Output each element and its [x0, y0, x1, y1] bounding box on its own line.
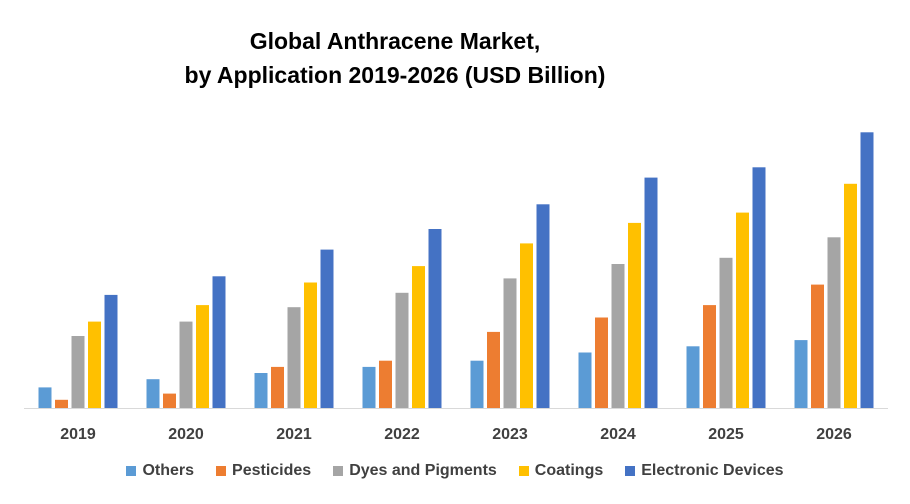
bar-electronic-devices-2026: [860, 132, 874, 409]
x-tick-label-2020: 2020: [168, 426, 204, 443]
x-tick-label-2025: 2025: [708, 426, 744, 443]
bar-electronic-devices-2021: [320, 249, 334, 408]
legend: Others Pesticides Dyes and Pigments Coating…: [0, 462, 910, 480]
bar-dyes-and-pigments-2019: [71, 336, 85, 408]
bar-others-2024: [578, 352, 592, 408]
bar-pesticides-2026: [811, 284, 824, 408]
bar-others-2019: [38, 387, 52, 408]
bar-electronic-devices-2022: [428, 229, 442, 408]
bar-others-2026: [794, 340, 808, 408]
legend-swatch: [126, 466, 137, 476]
bar-coatings-2021: [304, 282, 317, 408]
bar-pesticides-2024: [595, 317, 608, 408]
bar-coatings-2020: [196, 305, 209, 408]
bar-dyes-and-pigments-2023: [503, 278, 517, 408]
legend-label: Electronic Devices: [641, 462, 784, 479]
bar-others-2021: [254, 373, 268, 408]
x-tick-label-2021: 2021: [276, 426, 312, 443]
bar-dyes-and-pigments-2026: [827, 237, 841, 408]
legend-item-dyes-and-pigments: Dyes and Pigments: [333, 462, 497, 480]
bar-coatings-2025: [736, 212, 749, 408]
x-tick-label-2022: 2022: [384, 426, 420, 443]
chart-title-line-1: Global Anthracene Market,: [249, 28, 541, 54]
legend-item-coatings: Coatings: [518, 462, 604, 480]
x-tick-label-2024: 2024: [600, 426, 636, 443]
bar-others-2025: [686, 346, 700, 408]
bar-coatings-2023: [520, 243, 533, 408]
bar-pesticides-2020: [163, 393, 176, 408]
bar-others-2020: [146, 379, 160, 408]
legend-swatch: [333, 466, 344, 476]
bar-pesticides-2021: [271, 366, 284, 408]
legend-label: Others: [142, 462, 195, 479]
bar-electronic-devices-2023: [536, 204, 550, 408]
bar-dyes-and-pigments-2022: [395, 292, 409, 408]
legend-swatch: [625, 466, 636, 476]
bar-dyes-and-pigments-2020: [179, 321, 193, 408]
legend-item-others: Others: [126, 462, 194, 480]
bar-pesticides-2025: [703, 305, 716, 408]
x-tick-label-2023: 2023: [492, 426, 528, 443]
legend-label: Pesticides: [232, 462, 312, 479]
bar-others-2022: [362, 366, 376, 408]
bar-coatings-2022: [412, 266, 425, 408]
x-tick-label-2019: 2019: [60, 426, 96, 443]
chart-title: Global Anthracene Market, by Application…: [0, 24, 790, 92]
x-tick-label-2026: 2026: [816, 426, 852, 443]
bar-pesticides-2019: [55, 399, 68, 408]
legend-swatch: [518, 466, 529, 476]
bar-pesticides-2022: [379, 360, 392, 408]
bar-electronic-devices-2019: [104, 294, 118, 408]
bar-coatings-2024: [628, 222, 641, 408]
chart-title-line-2: by Application 2019-2026 (USD Billion): [184, 62, 606, 88]
legend-label: Coatings: [534, 462, 604, 479]
bar-dyes-and-pigments-2021: [287, 307, 301, 408]
legend-item-electronic-devices: Electronic Devices: [625, 462, 784, 480]
legend-label: Dyes and Pigments: [349, 462, 497, 479]
bar-electronic-devices-2020: [212, 276, 226, 408]
bar-dyes-and-pigments-2025: [719, 257, 733, 408]
bar-coatings-2019: [88, 321, 101, 408]
bar-chart: 2019 2020 2021 2022 2023 2024 2025 2026: [24, 132, 888, 443]
bar-coatings-2026: [844, 183, 857, 408]
legend-item-pesticides: Pesticides: [216, 462, 311, 480]
bar-electronic-devices-2025: [752, 167, 766, 408]
bar-others-2023: [470, 360, 484, 408]
bar-dyes-and-pigments-2024: [611, 264, 625, 408]
bar-pesticides-2023: [487, 331, 500, 408]
legend-swatch: [216, 466, 227, 476]
bar-electronic-devices-2024: [644, 177, 658, 408]
